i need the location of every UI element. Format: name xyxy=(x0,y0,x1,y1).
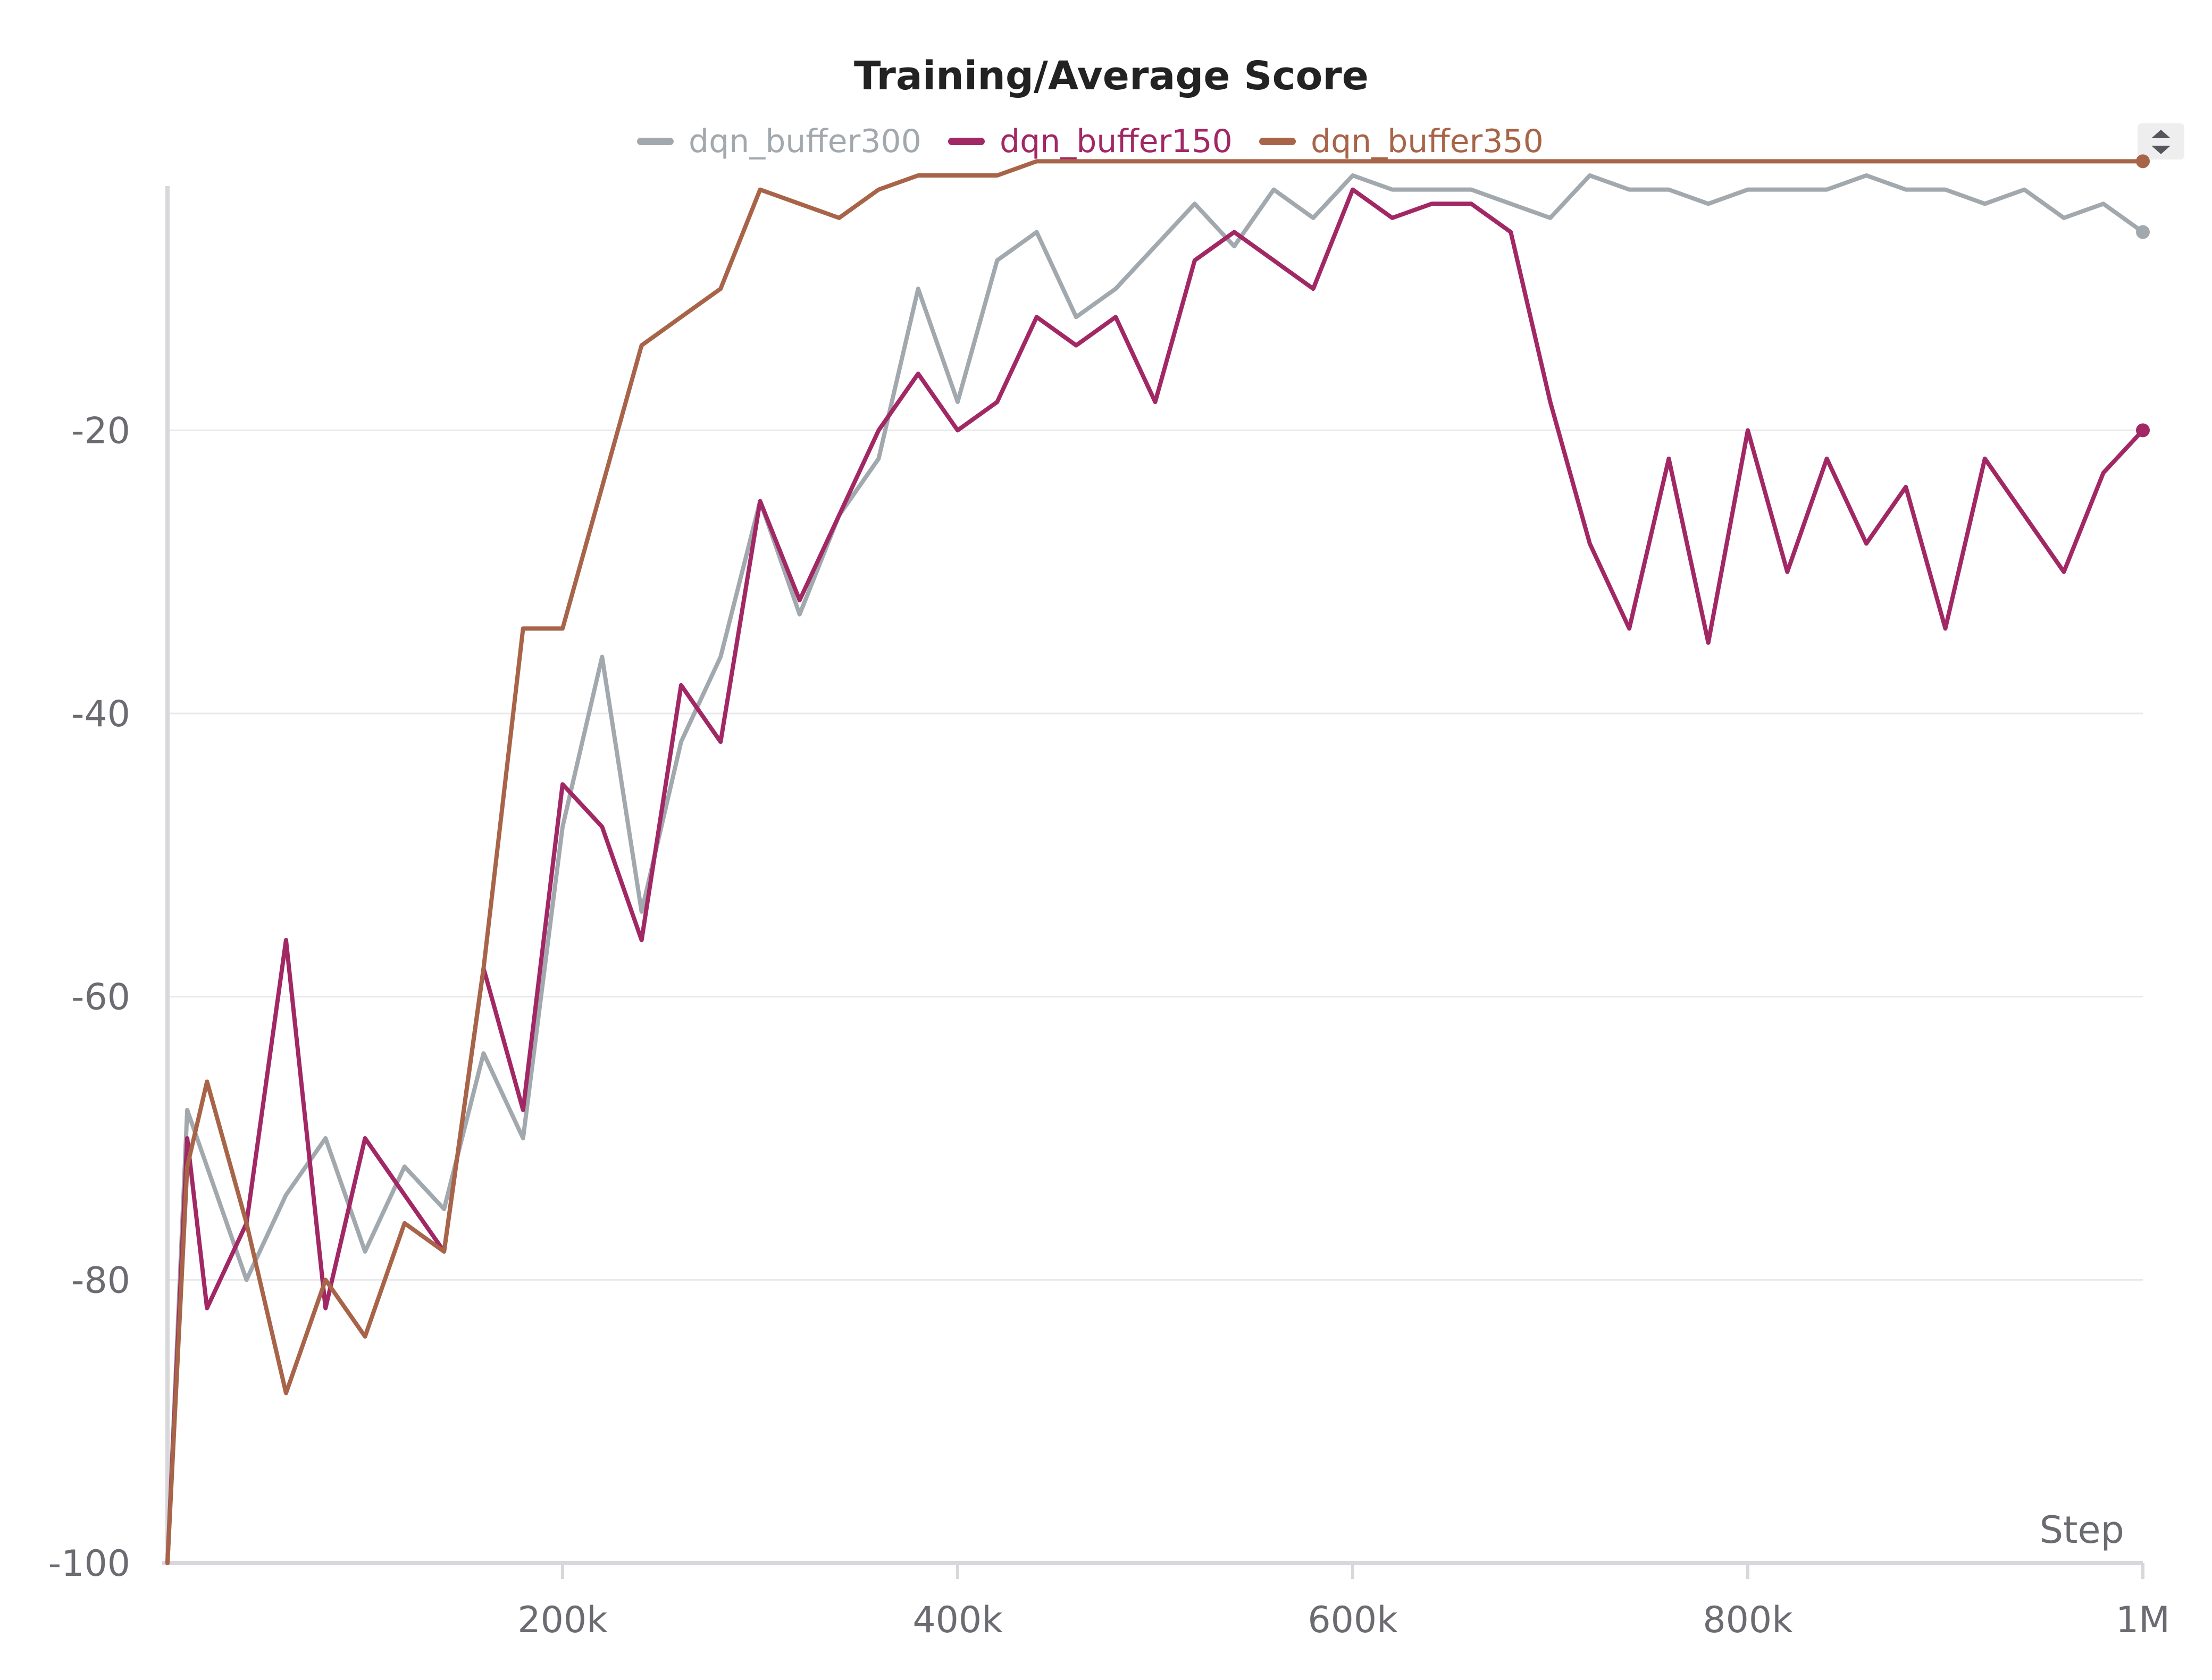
y-axis: -100 -80 -60 -40 -20 xyxy=(48,186,170,1585)
y-tick-label: -40 xyxy=(71,693,130,735)
legend-item-dqn_buffer150[interactable]: dqn_buffer150 xyxy=(948,123,1233,160)
series-line-dqn_buffer300[interactable] xyxy=(165,173,2145,1565)
x-tick-label: 200k xyxy=(517,1599,608,1641)
legend-label: dqn_buffer350 xyxy=(1311,123,1544,160)
chart-title: Training/Average Score xyxy=(854,53,1369,99)
y-tick-label: -20 xyxy=(71,410,130,452)
chevron-up-icon[interactable] xyxy=(2151,130,2171,138)
chevron-down-icon[interactable] xyxy=(2151,146,2171,154)
series-line-dqn_buffer150[interactable] xyxy=(165,187,2145,1565)
legend-item-dqn_buffer350[interactable]: dqn_buffer350 xyxy=(1259,123,1544,160)
legend-scroll-control[interactable] xyxy=(2138,123,2184,159)
legend-label: dqn_buffer150 xyxy=(1000,123,1233,160)
x-axis-label: Step xyxy=(2040,1508,2124,1552)
x-tick-label: 800k xyxy=(1703,1599,1793,1641)
series-end-point-dqn_buffer350[interactable] xyxy=(2136,154,2150,169)
series-line-dqn_buffer350[interactable] xyxy=(165,159,2145,1565)
legend-item-dqn_buffer300[interactable]: dqn_buffer300 xyxy=(637,123,921,160)
legend-label: dqn_buffer300 xyxy=(689,123,921,160)
x-axis: 200k 400k 600k 800k 1M xyxy=(162,1561,2170,1641)
grid-lines xyxy=(167,429,2143,1281)
series-end-point-dqn_buffer150[interactable] xyxy=(2136,423,2150,438)
y-tick-label: -100 xyxy=(48,1543,130,1585)
y-tick-label: -80 xyxy=(71,1259,130,1301)
x-tick-label: 400k xyxy=(912,1599,1003,1641)
x-tick-label: 600k xyxy=(1308,1599,1398,1641)
legend[interactable]: dqn_buffer300 dqn_buffer150 dqn_buffer350 xyxy=(637,123,1544,160)
y-tick-label: -60 xyxy=(71,977,130,1019)
x-tick-label: 1M xyxy=(2116,1599,2170,1641)
series-end-point-dqn_buffer300[interactable] xyxy=(2136,225,2150,239)
series-lines xyxy=(165,154,2150,1565)
